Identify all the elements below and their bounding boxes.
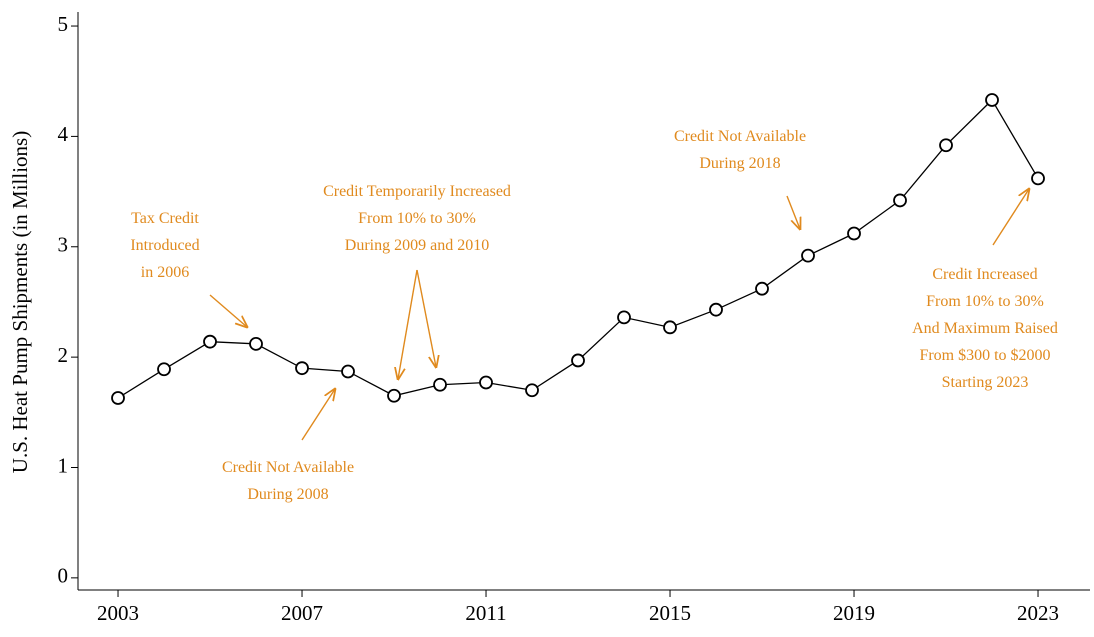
annotation-line: Credit Not Available	[674, 128, 806, 145]
data-point	[893, 193, 907, 208]
data-point	[847, 226, 861, 241]
annotation-line: From 10% to 30%	[358, 210, 476, 227]
data-point	[663, 320, 677, 335]
annotation-line: Starting 2023	[942, 374, 1029, 391]
annotation: Credit Not Available During 2018	[674, 128, 806, 172]
y-tick-label: 4	[58, 122, 69, 146]
annotation-line: in 2006	[141, 264, 189, 281]
data-point	[1031, 171, 1045, 186]
x-tick-label: 2015	[649, 601, 691, 625]
arrow	[398, 269, 418, 379]
annotation: Credit Not Available During 2008	[222, 459, 354, 503]
series-line	[117, 98, 1039, 399]
annotation: Tax Credit Introduced in 2006	[130, 210, 199, 281]
data-point	[295, 361, 309, 376]
annotation: Credit Increased From 10% to 30% And Maxim…	[912, 266, 1058, 391]
annotation-line: During 2009 and 2010	[345, 237, 489, 254]
y-tick-label: 2	[58, 343, 69, 367]
data-point	[755, 281, 769, 296]
arrow	[786, 195, 800, 229]
data-point	[249, 336, 263, 351]
y-tick-label: 1	[58, 453, 69, 477]
annotation-line: And Maximum Raised	[912, 320, 1058, 337]
annotation: Credit Temporarily Increased From 10% to …	[323, 183, 511, 254]
annotation-line: During 2018	[699, 155, 780, 172]
annotation-line: From 10% to 30%	[926, 293, 1044, 310]
x-tick-label: 2011	[465, 601, 506, 625]
arrow	[301, 389, 335, 441]
data-point	[939, 138, 953, 153]
data-point	[617, 310, 631, 325]
x-tick-label: 2007	[281, 601, 323, 625]
data-point	[571, 353, 585, 368]
annotation-line: Tax Credit	[131, 210, 199, 227]
data-point	[433, 377, 447, 392]
arrow	[416, 269, 436, 367]
annotation-line: Credit Not Available	[222, 459, 354, 476]
annotation-arrows	[209, 189, 1029, 441]
y-tick-label: 5	[58, 12, 69, 36]
data-point	[801, 248, 815, 263]
y-tick-label: 3	[58, 233, 69, 257]
arrow	[992, 189, 1029, 246]
data-point	[387, 388, 401, 403]
annotation-line: Credit Increased	[932, 266, 1037, 283]
annotation-line: Credit Temporarily Increased	[323, 183, 511, 200]
data-point	[479, 375, 493, 390]
x-tick-label: 2003	[97, 601, 139, 625]
data-point	[341, 364, 355, 379]
data-point	[525, 383, 539, 398]
y-tick-label: 0	[58, 564, 69, 588]
data-point	[203, 334, 217, 349]
annotation-line: Introduced	[130, 237, 199, 254]
y-axis-label: U.S. Heat Pump Shipments (in Millions)	[8, 131, 32, 473]
x-tick-label: 2023	[1017, 601, 1059, 625]
x-tick-label: 2019	[833, 601, 875, 625]
annotation-line: During 2008	[247, 486, 328, 503]
data-point	[709, 302, 723, 317]
data-point	[157, 362, 171, 377]
data-point	[985, 93, 999, 107]
annotation-line: From $300 to $2000	[919, 347, 1050, 364]
arrow	[209, 294, 247, 327]
data-point	[111, 391, 125, 405]
